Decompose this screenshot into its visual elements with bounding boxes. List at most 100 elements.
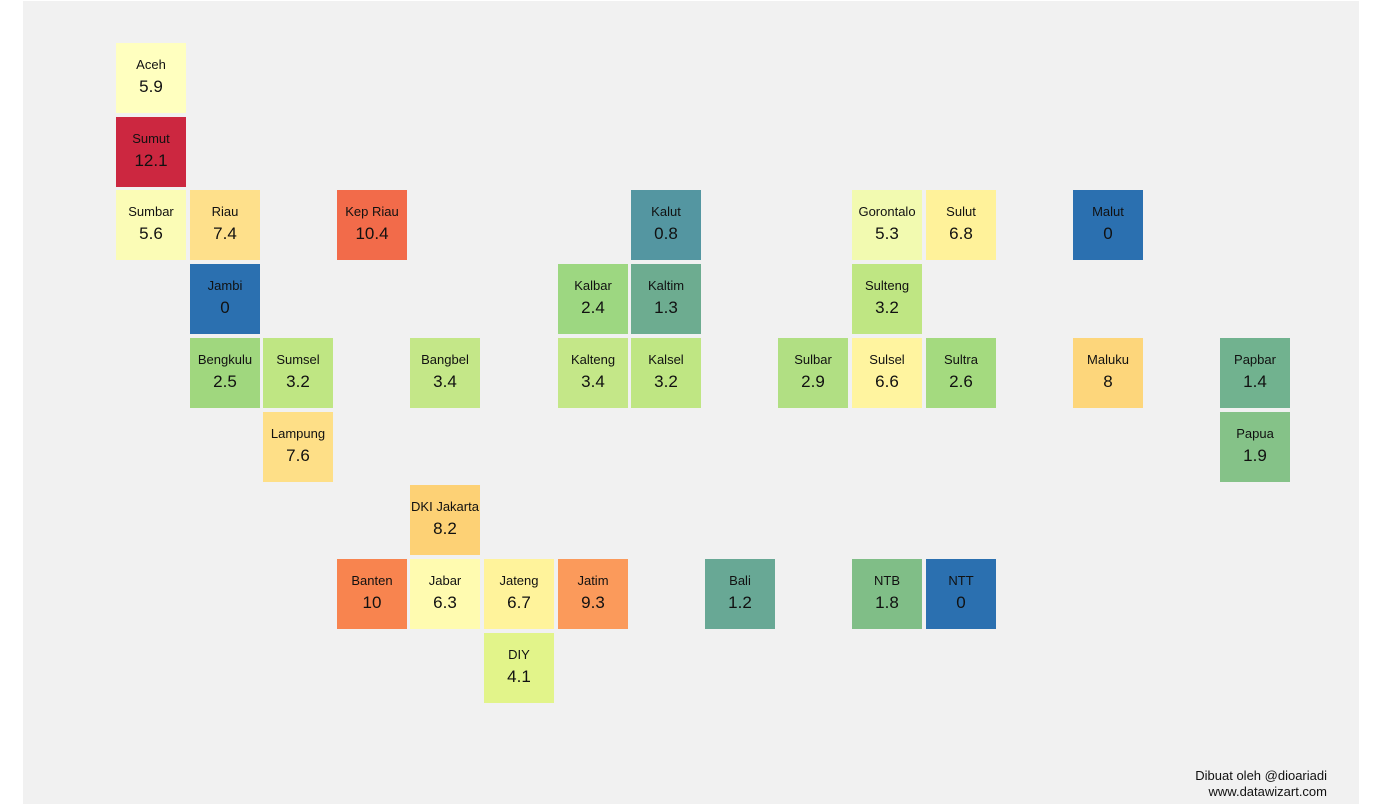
region-name: Papbar: [1234, 352, 1276, 367]
region-name: Sulut: [946, 204, 976, 219]
credit-website: www.datawizart.com: [1208, 784, 1327, 799]
region-name: Kep Riau: [345, 204, 399, 219]
region-tile-sumsel: Sumsel 3.2: [263, 338, 333, 408]
region-value: 6.8: [949, 224, 973, 243]
region-name: Jabar: [428, 573, 462, 588]
region-tile-jateng: Jateng 6.7: [484, 559, 554, 629]
region-name: Jateng: [499, 573, 539, 588]
region-value: 3.2: [654, 372, 678, 391]
region-name: Aceh: [136, 57, 166, 72]
region-tile-kaltim: Kaltim 1.3: [631, 264, 701, 334]
region-value: 3.4: [581, 372, 605, 391]
region-value: 0: [220, 298, 230, 317]
credit-text: Dibuat oleh @dioariadi www.datawizart.co…: [1195, 768, 1327, 800]
region-name: Sulsel: [869, 352, 905, 367]
region-value: 6.7: [507, 593, 531, 612]
region-value: 2.5: [213, 372, 237, 391]
region-value: 6.6: [875, 372, 899, 391]
region-tile-kalsel: Kalsel 3.2: [631, 338, 701, 408]
region-name: Sumut: [132, 131, 170, 146]
region-name: DIY: [508, 647, 530, 662]
region-tile-sulut: Sulut 6.8: [926, 190, 996, 260]
map-panel: Aceh 5.9 Sumut 12.1 Sumbar 5.6 Riau 7.4 Kep Riau…: [23, 1, 1359, 804]
region-value: 3.4: [433, 372, 457, 391]
region-name: Lampung: [270, 426, 326, 441]
region-name: NTB: [874, 573, 900, 588]
region-value: 6.3: [433, 593, 457, 612]
region-value: 5.3: [875, 224, 899, 243]
region-tile-dki-jakarta: DKI Jakarta 8.2: [410, 485, 480, 555]
region-tile-kalteng: Kalteng 3.4: [558, 338, 628, 408]
region-name: Bengkulu: [197, 352, 253, 367]
region-name: NTT: [948, 573, 974, 588]
region-tile-kep-riau: Kep Riau 10.4: [337, 190, 407, 260]
region-tile-aceh: Aceh 5.9: [116, 43, 186, 113]
region-name: Jatim: [577, 573, 609, 588]
region-name: Sulbar: [794, 352, 832, 367]
region-value: 4.1: [507, 667, 531, 686]
region-tile-banten: Banten 10: [337, 559, 407, 629]
region-value: 2.4: [581, 298, 605, 317]
region-name: Kalteng: [570, 352, 616, 367]
region-tile-diy: DIY 4.1: [484, 633, 554, 703]
region-value: 1.2: [728, 593, 752, 612]
region-name: Kalbar: [574, 278, 612, 293]
region-tile-ntb: NTB 1.8: [852, 559, 922, 629]
region-name: Kalsel: [648, 352, 684, 367]
region-value: 8.2: [433, 519, 457, 538]
region-name: Banten: [351, 573, 393, 588]
region-name: Jambi: [207, 278, 243, 293]
region-value: 0: [1103, 224, 1113, 243]
region-tile-papbar: Papbar 1.4: [1220, 338, 1290, 408]
region-tile-sultra: Sultra 2.6: [926, 338, 996, 408]
region-tile-bangbel: Bangbel 3.4: [410, 338, 480, 408]
region-value: 10.4: [355, 224, 389, 243]
region-value: 12.1: [134, 151, 168, 170]
region-tile-jatim: Jatim 9.3: [558, 559, 628, 629]
region-value: 1.9: [1243, 446, 1267, 465]
region-tile-jabar: Jabar 6.3: [410, 559, 480, 629]
region-tile-gorontalo: Gorontalo 5.3: [852, 190, 922, 260]
region-tile-kalbar: Kalbar 2.4: [558, 264, 628, 334]
region-value: 5.6: [139, 224, 163, 243]
region-name: Papua: [1236, 426, 1274, 441]
region-tile-lampung: Lampung 7.6: [263, 412, 333, 482]
region-tile-sumut: Sumut 12.1: [116, 117, 186, 187]
region-value: 0.8: [654, 224, 678, 243]
region-tile-jambi: Jambi 0: [190, 264, 260, 334]
region-value: 10: [362, 593, 382, 612]
region-value: 1.4: [1243, 372, 1267, 391]
region-name: Kalut: [651, 204, 681, 219]
region-name: Malut: [1092, 204, 1124, 219]
region-value: 8: [1103, 372, 1113, 391]
region-value: 9.3: [581, 593, 605, 612]
region-name: Maluku: [1087, 352, 1129, 367]
region-name: Riau: [211, 204, 239, 219]
region-name: Sumsel: [276, 352, 320, 367]
region-value: 3.2: [875, 298, 899, 317]
region-tile-sulsel: Sulsel 6.6: [852, 338, 922, 408]
region-value: 0: [956, 593, 966, 612]
tile-grid-map: Aceh 5.9 Sumut 12.1 Sumbar 5.6 Riau 7.4 Kep Riau…: [23, 1, 1359, 804]
region-tile-maluku: Maluku 8: [1073, 338, 1143, 408]
region-tile-bengkulu: Bengkulu 2.5: [190, 338, 260, 408]
region-value: 1.3: [654, 298, 678, 317]
region-name: Kaltim: [647, 278, 685, 293]
region-tile-papua: Papua 1.9: [1220, 412, 1290, 482]
credit-author: Dibuat oleh @dioariadi: [1195, 768, 1327, 783]
region-value: 7.6: [286, 446, 310, 465]
region-value: 5.9: [139, 77, 163, 96]
region-name: Sulteng: [864, 278, 910, 293]
region-value: 1.8: [875, 593, 899, 612]
region-tile-kalut: Kalut 0.8: [631, 190, 701, 260]
region-value: 2.9: [801, 372, 825, 391]
region-value: 7.4: [213, 224, 237, 243]
region-value: 3.2: [286, 372, 310, 391]
region-tile-malut: Malut 0: [1073, 190, 1143, 260]
region-tile-bali: Bali 1.2: [705, 559, 775, 629]
region-name: Bali: [729, 573, 751, 588]
region-name: DKI Jakarta: [411, 499, 479, 514]
region-tile-ntt: NTT 0: [926, 559, 996, 629]
region-name: Bangbel: [421, 352, 469, 367]
region-name: Sumbar: [128, 204, 174, 219]
